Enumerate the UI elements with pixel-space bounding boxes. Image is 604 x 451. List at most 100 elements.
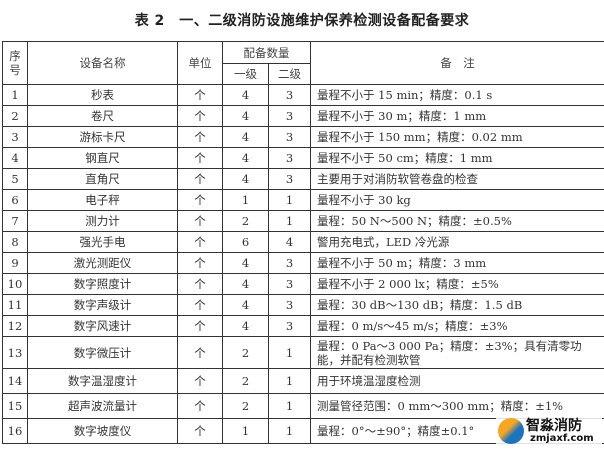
cell-name: 数字坡度仪 xyxy=(27,418,178,444)
cell-level2: 3 xyxy=(268,273,311,295)
cell-unit: 个 xyxy=(177,294,223,316)
cell-level2: 4 xyxy=(268,231,311,253)
cell-unit: 个 xyxy=(177,368,223,394)
cell-index: 15 xyxy=(2,393,28,419)
cell-unit: 个 xyxy=(177,231,223,253)
cell-index: 4 xyxy=(2,147,28,169)
cell-level2: 3 xyxy=(268,126,311,148)
logo-icon xyxy=(498,418,524,444)
cell-note: 量程：0 Pa～3 000 Pa；精度：±3%；具有清零功能，并配有检测软管 xyxy=(310,336,604,369)
table-row: 12 数字风速计个 4 3 量程：0 m/s～45 m/s；精度：±3% xyxy=(2,315,604,337)
cell-unit: 个 xyxy=(177,418,223,444)
cell-name: 游标卡尺 xyxy=(27,126,178,148)
logo-name: 智淼消防 xyxy=(526,418,582,434)
cell-level1: 4 xyxy=(222,84,269,106)
cell-level2: 3 xyxy=(268,168,311,190)
cell-level2: 1 xyxy=(268,393,311,419)
cell-unit: 个 xyxy=(177,393,223,419)
cell-level2: 3 xyxy=(268,147,311,169)
cell-index: 14 xyxy=(2,368,28,394)
header-note: 备 注 xyxy=(310,41,604,85)
cell-note: 量程：50 N～500 N；精度：±0.5% xyxy=(310,210,604,232)
cell-unit: 个 xyxy=(177,105,223,127)
watermark-logo: 智淼消防 zmjaxf.com xyxy=(496,414,602,448)
header-unit: 单位 xyxy=(177,41,223,85)
table-row: 10 数字照度计个 4 3 量程不小于 2 000 lx；精度：±5% xyxy=(2,273,604,295)
cell-index: 11 xyxy=(2,294,28,316)
header-name: 设备名称 xyxy=(27,41,178,85)
cell-level1: 4 xyxy=(222,105,269,127)
cell-index: 3 xyxy=(2,126,28,148)
cell-note: 量程：0 m/s～45 m/s；精度：±3% xyxy=(310,315,604,337)
cell-unit: 个 xyxy=(177,189,223,211)
cell-level1: 4 xyxy=(222,273,269,295)
cell-note: 量程不小于 15 min；精度：0.1 s xyxy=(310,84,604,106)
cell-level1: 4 xyxy=(222,147,269,169)
cell-unit: 个 xyxy=(177,168,223,190)
cell-unit: 个 xyxy=(177,126,223,148)
cell-unit: 个 xyxy=(177,147,223,169)
cell-note: 量程不小于 50 cm；精度：1 mm xyxy=(310,147,604,169)
equipment-table: 序号 设备名称 单位 配备数量 备 注 一级 二级 1 秒表个 4 3 量程不小于 15… xyxy=(2,41,604,444)
cell-index: 1 xyxy=(2,84,28,106)
cell-level1: 6 xyxy=(222,231,269,253)
cell-name: 秒表 xyxy=(27,84,178,106)
table-row: 1 秒表个 4 3 量程不小于 15 min；精度：0.1 s xyxy=(2,84,604,106)
cell-note: 量程不小于 2 000 lx；精度：±5% xyxy=(310,273,604,295)
cell-level1: 2 xyxy=(222,368,269,394)
cell-index: 16 xyxy=(2,418,28,444)
table-row: 7 测力计个 2 1 量程：50 N～500 N；精度：±0.5% xyxy=(2,210,604,232)
cell-note: 量程不小于 150 mm；精度：0.02 mm xyxy=(310,126,604,148)
cell-note: 量程：30 dB～130 dB；精度：1.5 dB xyxy=(310,294,604,316)
cell-level2: 1 xyxy=(268,210,311,232)
cell-level1: 2 xyxy=(222,393,269,419)
cell-level2: 3 xyxy=(268,84,311,106)
header-level2: 二级 xyxy=(268,63,311,85)
logo-site: zmjaxf.com xyxy=(530,433,594,444)
cell-name: 数字声级计 xyxy=(27,294,178,316)
header-index: 序号 xyxy=(2,41,28,85)
cell-note: 量程不小于 50 m；精度：3 mm xyxy=(310,252,604,274)
cell-level1: 2 xyxy=(222,210,269,232)
cell-name: 数字微压计 xyxy=(27,336,178,369)
cell-unit: 个 xyxy=(177,252,223,274)
table-row: 4 钢直尺个 4 3 量程不小于 50 cm；精度：1 mm xyxy=(2,147,604,169)
cell-unit: 个 xyxy=(177,273,223,295)
table-title: 表 2 一、二级消防设施维护保养检测设备配备要求 xyxy=(134,13,470,29)
cell-name: 电子秤 xyxy=(27,189,178,211)
table-row: 5 直角尺个 4 3 主要用于对消防软管卷盘的检查 xyxy=(2,168,604,190)
cell-index: 13 xyxy=(2,336,28,369)
cell-level2: 3 xyxy=(268,294,311,316)
cell-unit: 个 xyxy=(177,84,223,106)
cell-name: 直角尺 xyxy=(27,168,178,190)
cell-index: 8 xyxy=(2,231,28,253)
cell-index: 12 xyxy=(2,315,28,337)
cell-level2: 1 xyxy=(268,336,311,369)
cell-index: 10 xyxy=(2,273,28,295)
cell-name: 数字照度计 xyxy=(27,273,178,295)
table-row: 2 卷尺个 4 3 量程不小于 30 m；精度：1 mm xyxy=(2,105,604,127)
table-row: 9 激光测距仪个 4 3 量程不小于 50 m；精度：3 mm xyxy=(2,252,604,274)
cell-index: 5 xyxy=(2,168,28,190)
cell-level1: 4 xyxy=(222,168,269,190)
cell-level2: 3 xyxy=(268,315,311,337)
cell-unit: 个 xyxy=(177,336,223,369)
cell-name: 强光手电 xyxy=(27,231,178,253)
cell-index: 9 xyxy=(2,252,28,274)
cell-level2: 1 xyxy=(268,418,311,444)
cell-level1: 2 xyxy=(222,336,269,369)
cell-name: 数字风速计 xyxy=(27,315,178,337)
table-row: 6 电子秤个 1 1 量程不小于 30 kg xyxy=(2,189,604,211)
cell-level1: 4 xyxy=(222,315,269,337)
cell-name: 数字温湿度计 xyxy=(27,368,178,394)
cell-level1: 1 xyxy=(222,418,269,444)
table-row: 8 强光手电个 6 4 警用充电式，LED 冷光源 xyxy=(2,231,604,253)
header-level1: 一级 xyxy=(222,63,269,85)
cell-name: 测力计 xyxy=(27,210,178,232)
cell-name: 激光测距仪 xyxy=(27,252,178,274)
cell-note: 主要用于对消防软管卷盘的检查 xyxy=(310,168,604,190)
header-quantity: 配备数量 xyxy=(222,41,311,64)
table-row: 16 数字坡度仪个 1 1 量程：0°～±90°；精度±0.1° xyxy=(2,418,604,444)
cell-note: 量程不小于 30 kg xyxy=(310,189,604,211)
cell-note: 量程不小于 30 m；精度：1 mm xyxy=(310,105,604,127)
